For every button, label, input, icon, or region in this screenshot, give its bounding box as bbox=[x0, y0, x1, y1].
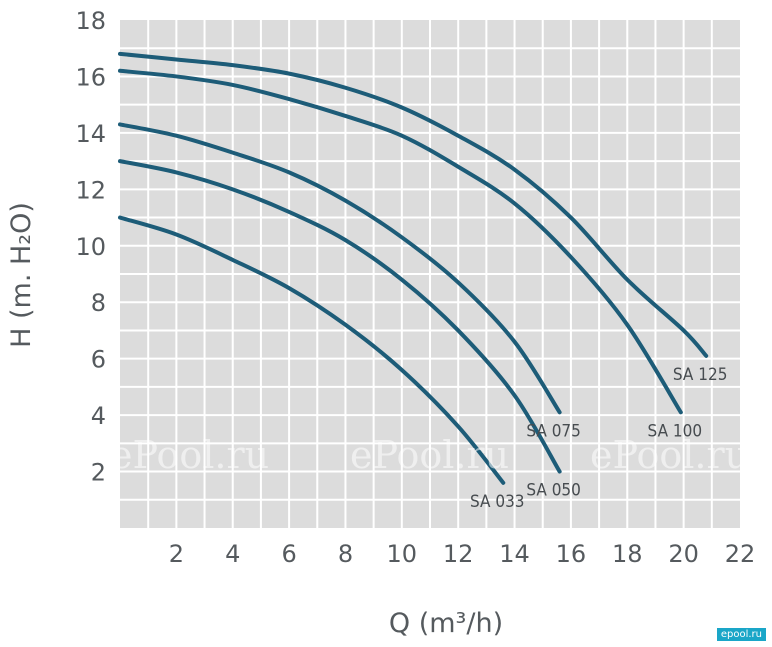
x-axis-title: Q (m³/h) bbox=[389, 608, 503, 639]
x-tick-label: 10 bbox=[387, 540, 418, 568]
series-line-sa-033 bbox=[118, 215, 506, 485]
series-label-sa-033: SA 033 bbox=[470, 492, 525, 512]
x-tick-labels: 2 4 6 8 10 12 14 16 18 20 22 bbox=[169, 540, 756, 568]
x-tick-label: 8 bbox=[338, 540, 353, 568]
x-tick-label: 16 bbox=[556, 540, 587, 568]
x-tick-label: 6 bbox=[281, 540, 296, 568]
series-group bbox=[118, 51, 709, 485]
series-line-sa-125 bbox=[118, 51, 709, 358]
y-tick-labels: 2 4 6 8 10 12 14 16 18 bbox=[75, 7, 106, 487]
brand-badge[interactable]: epool.ru bbox=[716, 628, 766, 641]
x-tick-label: 20 bbox=[668, 540, 699, 568]
y-tick-label: 2 bbox=[91, 459, 106, 487]
y-tick-label: 14 bbox=[75, 120, 106, 148]
x-tick-label: 22 bbox=[725, 540, 756, 568]
y-axis-title: H (m. H₂O) bbox=[6, 202, 37, 348]
series-line-sa-075 bbox=[118, 122, 562, 415]
x-tick-label: 12 bbox=[443, 540, 474, 568]
series-line-sa-050 bbox=[118, 159, 562, 474]
y-tick-label: 4 bbox=[91, 402, 106, 430]
y-tick-label: 12 bbox=[75, 176, 106, 204]
watermark-text: ePool.ru bbox=[350, 433, 509, 477]
x-tick-label: 14 bbox=[499, 540, 530, 568]
series-line-sa-100 bbox=[118, 68, 683, 415]
watermark-text: ePool.ru bbox=[590, 433, 749, 477]
grid bbox=[120, 20, 740, 528]
x-tick-label: 18 bbox=[612, 540, 643, 568]
watermark-group: ru ePool.ru ePool.ru ePool.ru bbox=[0, 433, 749, 477]
series-label-sa-125: SA 125 bbox=[673, 365, 728, 385]
y-tick-label: 16 bbox=[75, 63, 106, 91]
series-label-sa-075: SA 075 bbox=[526, 421, 581, 441]
y-tick-label: 6 bbox=[91, 346, 106, 374]
y-tick-label: 18 bbox=[75, 7, 106, 35]
series-label-sa-100: SA 100 bbox=[648, 421, 703, 441]
series-label-sa-050: SA 050 bbox=[526, 481, 581, 501]
watermark-text: ePool.ru bbox=[110, 433, 269, 477]
x-tick-label: 4 bbox=[225, 540, 240, 568]
watermark-text: ru bbox=[0, 433, 43, 477]
x-tick-label: 2 bbox=[169, 540, 184, 568]
y-tick-label: 8 bbox=[91, 289, 106, 317]
y-tick-label: 10 bbox=[75, 233, 106, 261]
